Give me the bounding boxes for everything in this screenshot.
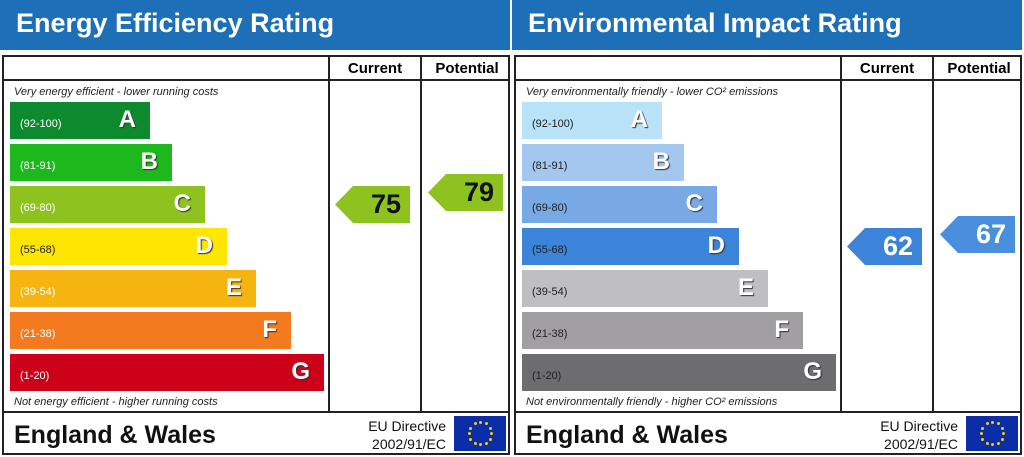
potential-column-header: Potential: [435, 60, 499, 77]
eu-flag-icon: [966, 416, 1018, 451]
rating-band-f: (21-38) F: [10, 312, 291, 349]
band-range: (39-54): [532, 285, 568, 298]
top-note: Very environmentally friendly - lower CO…: [526, 86, 779, 98]
environmental-impact-panel: Environmental Impact Rating Current Potent…: [512, 0, 1024, 457]
rating-band-b: (81-91) B: [10, 144, 172, 181]
header-divider: [4, 79, 508, 81]
rating-band-a: (92-100) A: [10, 102, 150, 139]
current-rating-arrow: 62: [847, 228, 922, 265]
rating-band-d: (55-68) D: [10, 228, 227, 265]
energy-efficiency-panel: Energy Efficiency Rating Current Potential…: [0, 0, 510, 455]
column-divider: [840, 57, 842, 413]
band-range: (1-20): [20, 369, 50, 382]
band-range: (1-20): [532, 369, 562, 382]
band-letter: C: [685, 189, 703, 217]
potential-rating-arrow: 67: [940, 216, 1015, 253]
band-range: (55-68): [532, 243, 568, 256]
rating-band-g: (1-20) G: [522, 354, 836, 391]
directive-line1: EU Directive: [368, 418, 446, 434]
band-range: (92-100): [532, 117, 574, 130]
rating-band-g: (1-20) G: [10, 354, 324, 391]
rating-band-c: (69-80) C: [522, 186, 717, 223]
rating-band-c: (69-80) C: [10, 186, 205, 223]
rating-band-e: (39-54) E: [522, 270, 768, 307]
potential-rating-arrow: 79: [428, 174, 503, 211]
eu-directive: EU Directive 2002/91/EC: [866, 417, 958, 453]
bottom-note: Not environmentally friendly - higher CO…: [526, 396, 778, 408]
column-divider: [420, 57, 422, 413]
band-letter: B: [652, 147, 670, 175]
current-column-header: Current: [347, 60, 403, 77]
band-range: (92-100): [20, 117, 62, 130]
region-label: England & Wales: [14, 421, 216, 449]
column-divider: [932, 57, 934, 413]
band-range: (81-91): [20, 159, 56, 172]
top-note: Very energy efficient - lower running co…: [14, 86, 219, 98]
band-letter: D: [195, 231, 213, 259]
rating-band-b: (81-91) B: [522, 144, 684, 181]
rating-table: Current Potential Very energy efficient - …: [2, 55, 510, 455]
band-letter: A: [118, 105, 136, 133]
directive-line2: 2002/91/EC: [372, 436, 446, 452]
band-letter: E: [737, 273, 754, 301]
band-letter: A: [630, 105, 648, 133]
bottom-note: Not energy efficient - higher running co…: [14, 396, 218, 408]
band-letter: F: [774, 315, 789, 343]
band-range: (69-80): [532, 201, 568, 214]
current-rating-arrow: 75: [335, 186, 410, 223]
band-letter: F: [262, 315, 277, 343]
footer-divider: [4, 411, 508, 413]
column-divider: [328, 57, 330, 413]
band-letter: B: [140, 147, 158, 175]
directive-line1: EU Directive: [880, 418, 958, 434]
eu-directive: EU Directive 2002/91/EC: [354, 417, 446, 453]
band-range: (39-54): [20, 285, 56, 298]
band-range: (69-80): [20, 201, 56, 214]
rating-band-e: (39-54) E: [10, 270, 256, 307]
eu-flag-icon: [454, 416, 506, 451]
band-range: (81-91): [532, 159, 568, 172]
band-letter: C: [173, 189, 191, 217]
band-range: (21-38): [532, 327, 568, 340]
panel-title: Environmental Impact Rating: [512, 0, 1022, 50]
band-letter: G: [291, 357, 310, 385]
rating-band-f: (21-38) F: [522, 312, 803, 349]
rating-table: Current Potential Very environmentally fri…: [514, 55, 1022, 455]
rating-band-d: (55-68) D: [522, 228, 739, 265]
rating-band-a: (92-100) A: [522, 102, 662, 139]
band-letter: E: [225, 273, 242, 301]
header-divider: [516, 79, 1020, 81]
panel-title: Energy Efficiency Rating: [0, 0, 510, 50]
region-label: England & Wales: [526, 421, 728, 449]
directive-line2: 2002/91/EC: [884, 436, 958, 452]
band-range: (55-68): [20, 243, 56, 256]
footer-divider: [516, 411, 1020, 413]
band-letter: D: [707, 231, 725, 259]
band-letter: G: [803, 357, 822, 385]
current-column-header: Current: [859, 60, 915, 77]
band-range: (21-38): [20, 327, 56, 340]
potential-column-header: Potential: [947, 60, 1011, 77]
